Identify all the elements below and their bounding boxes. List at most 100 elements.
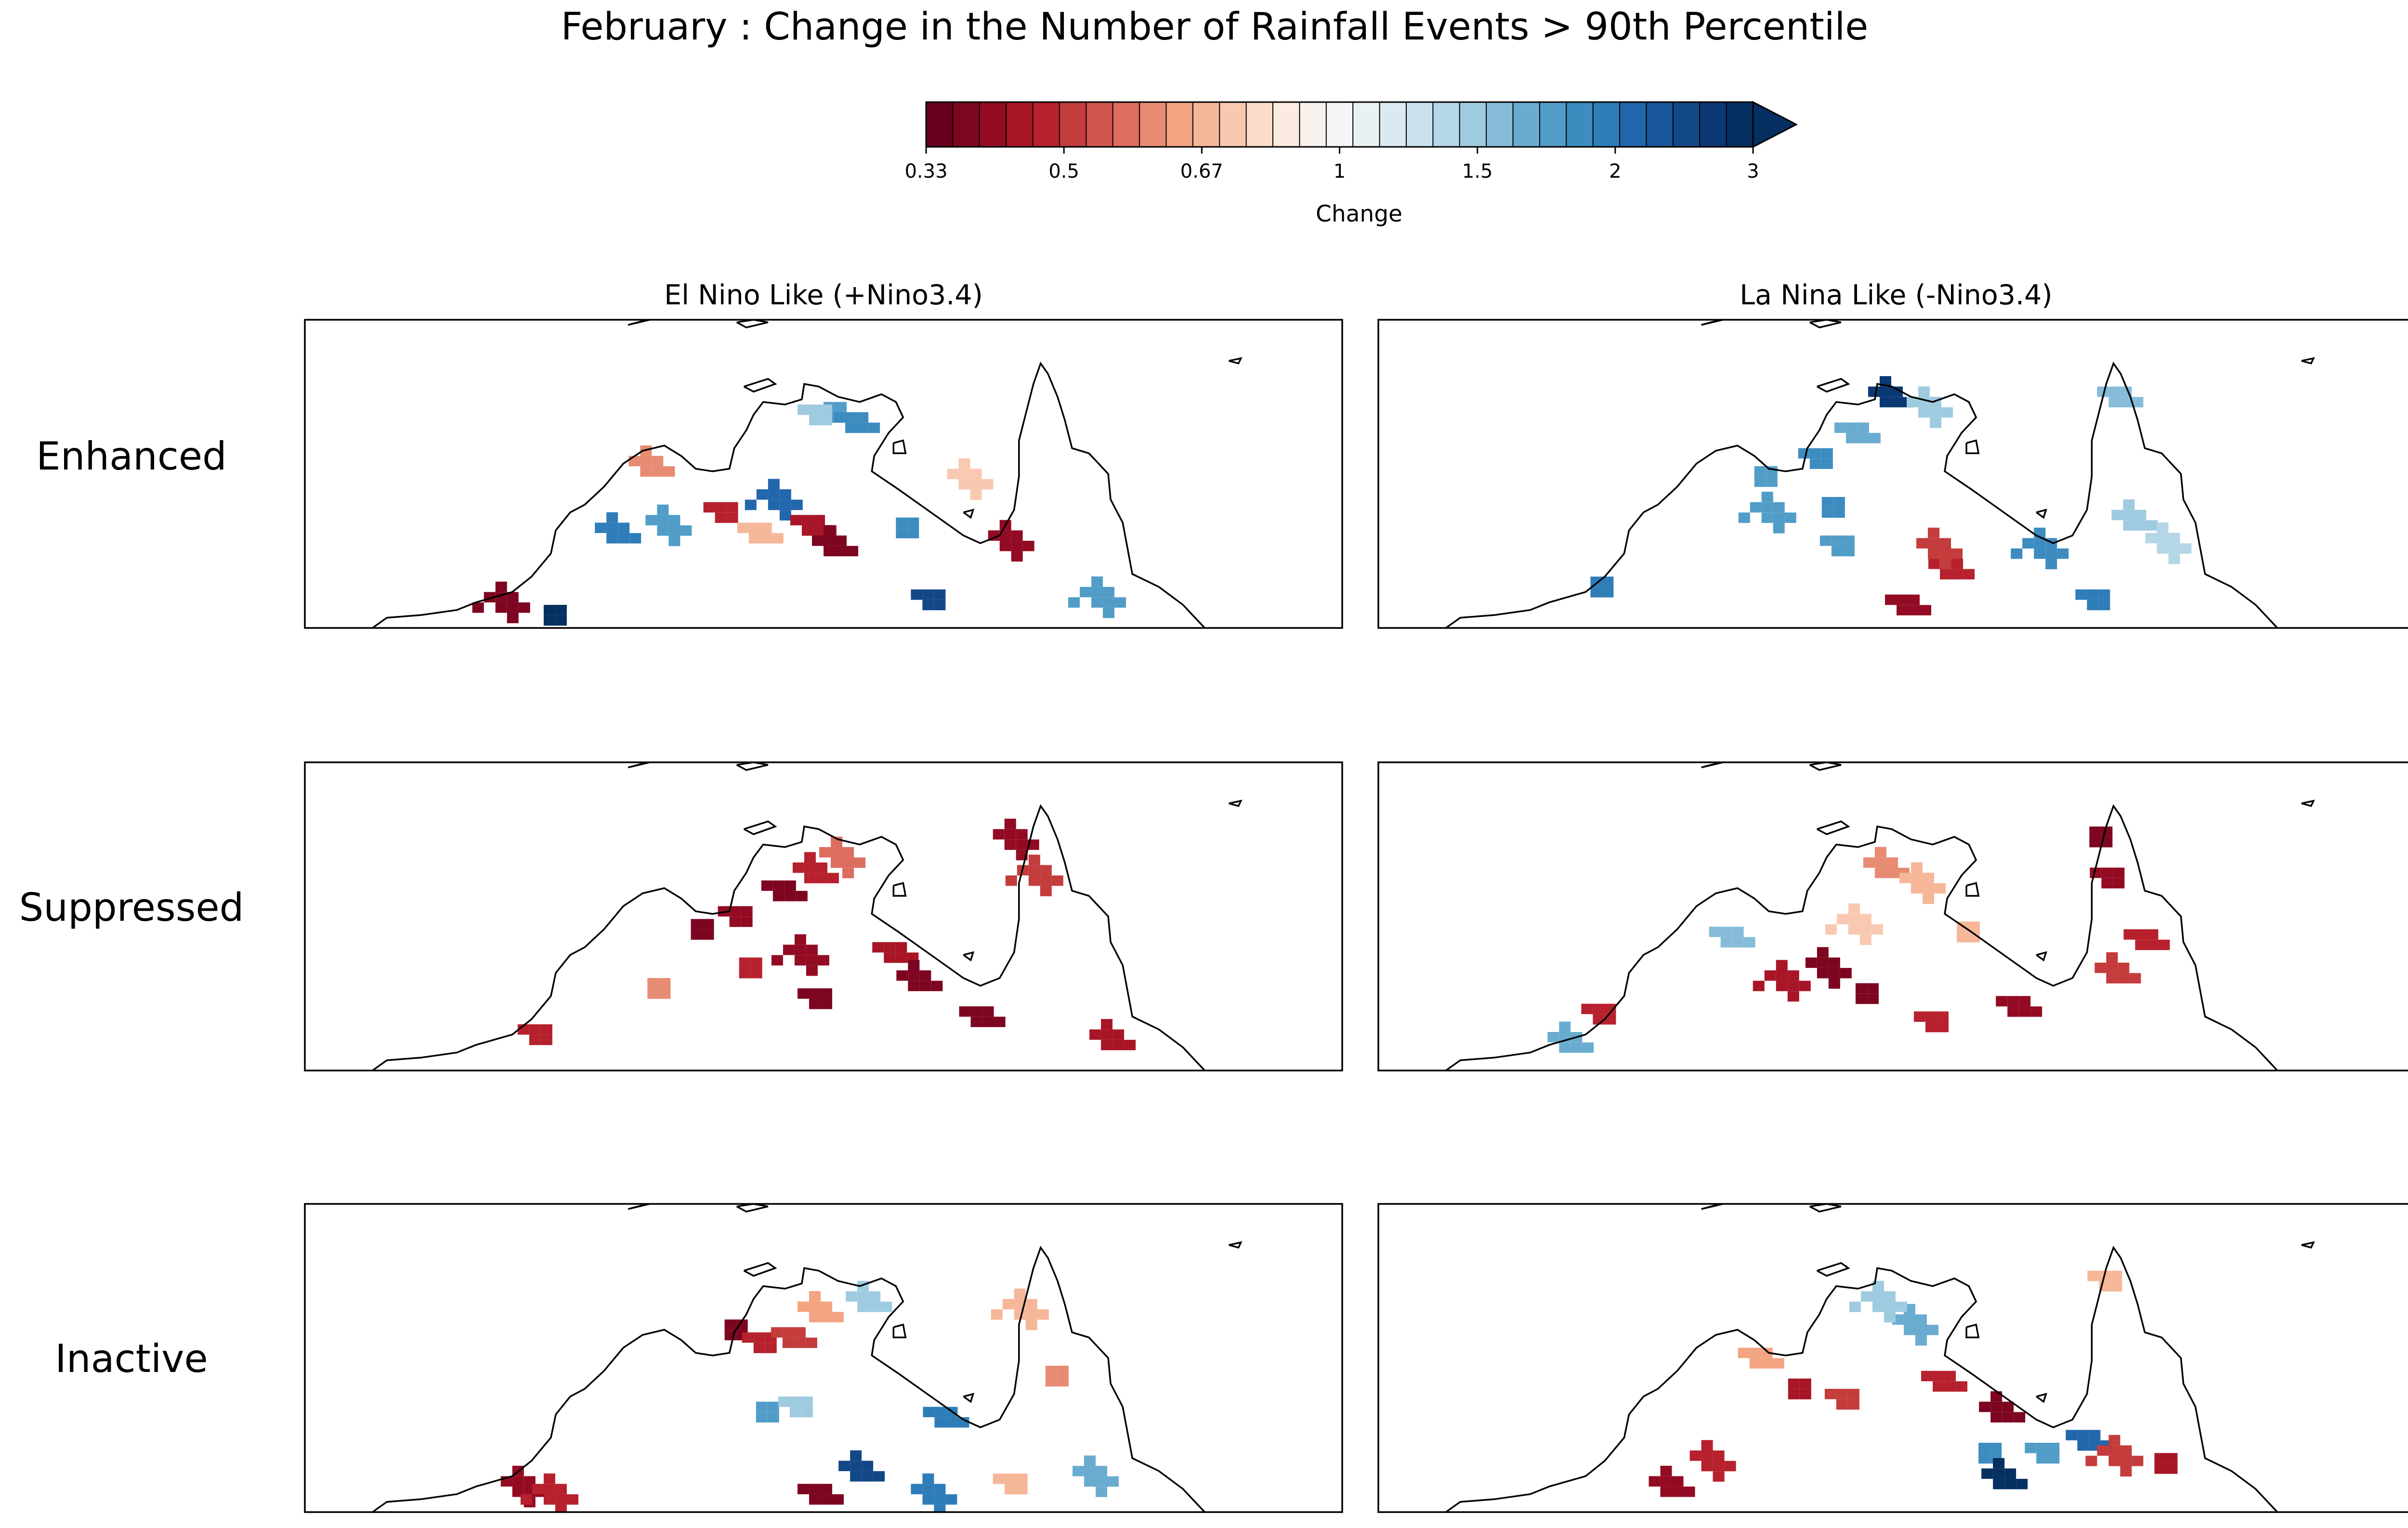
data-cell — [1045, 1376, 1057, 1387]
data-cell — [2134, 520, 2146, 531]
data-cell — [2045, 559, 2057, 570]
data-cell — [2145, 533, 2157, 544]
data-cell — [922, 600, 934, 611]
data-cell — [2025, 1443, 2037, 1453]
data-cell — [2098, 589, 2110, 600]
data-cell — [555, 615, 567, 626]
data-cell — [779, 489, 791, 500]
data-block — [2089, 826, 2113, 848]
data-cell — [2123, 509, 2135, 521]
data-cell — [857, 1291, 869, 1302]
data-cell — [1847, 1399, 1859, 1410]
data-cell — [1939, 548, 1951, 559]
data-cell — [1944, 1371, 1956, 1382]
data-cell — [2034, 548, 2046, 559]
data-cell — [1824, 1389, 1836, 1399]
data-cell — [1101, 1019, 1113, 1030]
data-cell — [1828, 978, 1840, 989]
island-outline — [1965, 1323, 1980, 1339]
data-cell — [1885, 594, 1897, 605]
data-cell — [1828, 957, 1840, 968]
data-cell — [724, 1319, 736, 1330]
colorbar-swatch — [926, 102, 954, 147]
island-outline — [2036, 509, 2047, 519]
data-cell — [958, 458, 970, 469]
data-cell — [934, 1484, 946, 1494]
data-cell — [1840, 967, 1852, 979]
data-cell — [1068, 597, 1080, 608]
figure-title: February : Change in the Number of Rainf… — [561, 5, 1868, 49]
colorbar-swatch — [1486, 102, 1514, 147]
data-cell — [1836, 914, 1848, 925]
data-cell — [1772, 1358, 1784, 1369]
data-cell — [1112, 1040, 1125, 1050]
data-cell — [1817, 967, 1829, 979]
data-cell — [1602, 587, 1614, 598]
data-cell — [1107, 1476, 1119, 1487]
data-cell — [857, 422, 869, 433]
data-cell — [1911, 862, 1923, 873]
data-block — [2123, 929, 2170, 950]
data-cell — [824, 535, 835, 546]
data-block — [1921, 1371, 1968, 1392]
data-cell — [1016, 829, 1028, 840]
data-block — [812, 525, 858, 557]
colorbar-swatch — [1512, 102, 1541, 147]
data-cell — [957, 1417, 969, 1428]
data-cell — [1761, 1347, 1773, 1358]
data-cell — [618, 522, 630, 533]
data-cell — [1004, 1474, 1016, 1484]
data-cell — [1787, 970, 1799, 981]
data-cell — [959, 1006, 971, 1017]
data-cell — [880, 1301, 892, 1312]
data-block — [737, 522, 784, 544]
data-cell — [1096, 1466, 1108, 1476]
data-cell — [809, 1291, 821, 1302]
data-cell — [797, 988, 809, 999]
data-cell — [1915, 1335, 1927, 1346]
data-cell — [1920, 605, 1931, 615]
data-block — [846, 1280, 892, 1312]
data-cell — [2135, 940, 2147, 950]
data-cell — [1660, 1486, 1672, 1497]
data-cell — [907, 517, 919, 528]
data-cell — [2158, 940, 2170, 950]
data-cell — [555, 1504, 567, 1512]
data-cell — [1101, 1040, 1113, 1050]
data-cell — [1749, 1358, 1761, 1369]
data-cell — [1869, 432, 1881, 444]
data-cell — [1904, 1324, 1916, 1335]
data-cell — [2057, 548, 2069, 559]
data-cell — [472, 602, 484, 613]
data-block — [1005, 854, 1063, 897]
data-cell — [970, 1006, 982, 1017]
coastline — [372, 1245, 1205, 1512]
colorbar-swatch — [1006, 102, 1034, 147]
data-cell — [2002, 1412, 2014, 1423]
data-cell — [1817, 957, 1829, 968]
data-block — [645, 504, 692, 547]
island-outline — [743, 378, 777, 393]
data-cell — [1872, 1291, 1884, 1302]
data-cell — [768, 479, 780, 489]
data-cell — [715, 512, 727, 523]
data-cell — [2045, 548, 2057, 559]
data-cell — [1766, 476, 1778, 487]
data-cell — [1028, 875, 1040, 886]
island-outline — [1816, 1262, 1850, 1277]
data-cell — [756, 489, 768, 500]
data-cell — [779, 510, 791, 521]
data-cell — [1828, 967, 1840, 979]
data-cell — [2019, 1006, 2031, 1017]
data-cell — [820, 1312, 832, 1322]
panel-frame — [304, 761, 1343, 1071]
data-cell — [1855, 993, 1867, 1004]
data-cell — [947, 469, 959, 479]
colorbar-swatch — [1325, 102, 1354, 147]
data-cell — [1968, 921, 1980, 932]
island-outline — [892, 439, 907, 455]
panel-frame — [1377, 319, 2408, 629]
data-block — [745, 479, 803, 521]
data-cell — [1761, 512, 1773, 523]
data-cell — [820, 988, 832, 999]
